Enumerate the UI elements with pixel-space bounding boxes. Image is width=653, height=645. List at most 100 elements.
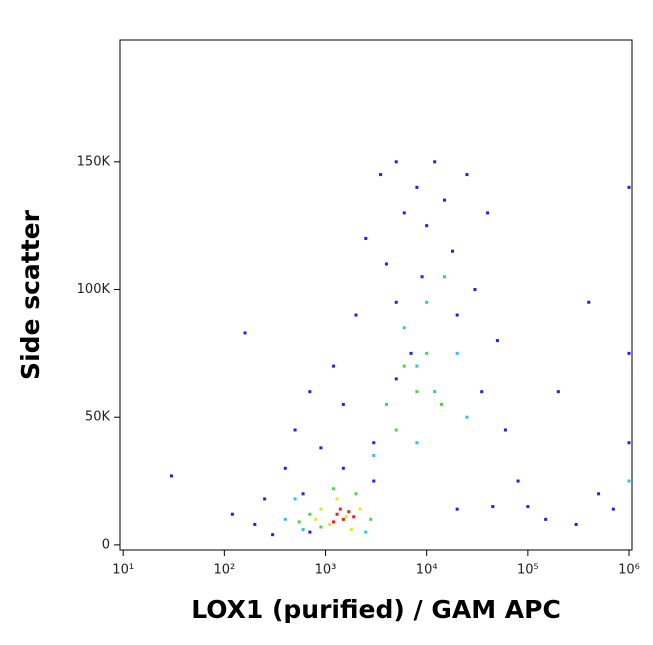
point bbox=[372, 441, 376, 445]
point bbox=[293, 428, 297, 432]
x-axis-title: LOX1 (purified) / GAM APC bbox=[191, 595, 561, 624]
point bbox=[415, 185, 419, 189]
point bbox=[465, 415, 469, 419]
point bbox=[243, 331, 247, 335]
point bbox=[455, 313, 459, 317]
point bbox=[369, 517, 373, 521]
y-axis-title: Side scatter bbox=[16, 209, 45, 380]
point bbox=[627, 351, 631, 355]
point bbox=[338, 507, 342, 511]
point bbox=[308, 512, 312, 516]
point bbox=[402, 326, 406, 330]
point bbox=[297, 520, 301, 524]
point bbox=[451, 249, 455, 253]
point bbox=[433, 160, 437, 164]
point bbox=[332, 364, 336, 368]
point bbox=[394, 160, 398, 164]
point bbox=[597, 492, 601, 496]
x-tick-label: 10³ bbox=[315, 563, 337, 578]
plot-frame bbox=[119, 39, 633, 551]
point bbox=[341, 466, 345, 470]
point bbox=[627, 441, 631, 445]
point bbox=[308, 390, 312, 394]
point bbox=[263, 497, 267, 501]
point bbox=[439, 402, 443, 406]
x-tick-label: 10¹ bbox=[112, 563, 134, 578]
point bbox=[425, 300, 429, 304]
point bbox=[409, 351, 413, 355]
point bbox=[364, 530, 368, 534]
point bbox=[364, 236, 368, 240]
point bbox=[455, 351, 459, 355]
point bbox=[394, 300, 398, 304]
point bbox=[293, 497, 297, 501]
point bbox=[347, 510, 351, 514]
point bbox=[283, 466, 287, 470]
point bbox=[349, 528, 353, 532]
point bbox=[443, 198, 447, 202]
point bbox=[420, 275, 424, 279]
point bbox=[503, 428, 507, 432]
point bbox=[394, 428, 398, 432]
point bbox=[169, 474, 173, 478]
point bbox=[253, 522, 257, 526]
point bbox=[415, 441, 419, 445]
point bbox=[425, 224, 429, 228]
point bbox=[335, 497, 339, 501]
point bbox=[465, 173, 469, 177]
x-tick-label: 10⁴ bbox=[416, 563, 438, 578]
point bbox=[587, 300, 591, 304]
point bbox=[319, 525, 323, 529]
point bbox=[384, 262, 388, 266]
x-tick-label: 10² bbox=[213, 563, 235, 578]
point bbox=[526, 505, 530, 509]
x-tick-label: 10⁶ bbox=[618, 563, 640, 578]
point bbox=[425, 351, 429, 355]
point bbox=[301, 528, 305, 532]
y-tick-label: 150K bbox=[77, 154, 111, 169]
point bbox=[480, 390, 484, 394]
point bbox=[372, 454, 376, 458]
point bbox=[283, 517, 287, 521]
point bbox=[443, 275, 447, 279]
point bbox=[308, 530, 312, 534]
point bbox=[332, 487, 336, 491]
point bbox=[473, 288, 477, 292]
point bbox=[402, 364, 406, 368]
point bbox=[495, 339, 499, 343]
point bbox=[319, 507, 323, 511]
point bbox=[574, 522, 578, 526]
y-tick-label: 50K bbox=[85, 410, 111, 425]
point bbox=[627, 185, 631, 189]
point bbox=[379, 173, 383, 177]
point bbox=[611, 507, 615, 511]
point bbox=[354, 492, 358, 496]
point bbox=[402, 211, 406, 215]
point bbox=[354, 313, 358, 317]
point bbox=[491, 505, 495, 509]
point bbox=[301, 492, 305, 496]
point bbox=[352, 515, 356, 519]
point bbox=[556, 390, 560, 394]
point bbox=[433, 390, 437, 394]
point bbox=[344, 515, 348, 519]
point bbox=[314, 517, 318, 521]
point bbox=[544, 517, 548, 521]
point bbox=[230, 512, 234, 516]
point bbox=[486, 211, 490, 215]
point bbox=[335, 512, 339, 516]
x-tick-label: 10⁵ bbox=[517, 563, 539, 578]
point bbox=[319, 446, 323, 450]
point bbox=[341, 402, 345, 406]
point bbox=[358, 507, 362, 511]
point bbox=[341, 517, 345, 521]
point bbox=[394, 377, 398, 381]
point bbox=[455, 507, 459, 511]
point bbox=[384, 402, 388, 406]
y-tick-label: 0 bbox=[102, 537, 110, 552]
point bbox=[415, 364, 419, 368]
point bbox=[372, 479, 376, 483]
y-tick-label: 100K bbox=[77, 282, 111, 297]
point bbox=[415, 390, 419, 394]
